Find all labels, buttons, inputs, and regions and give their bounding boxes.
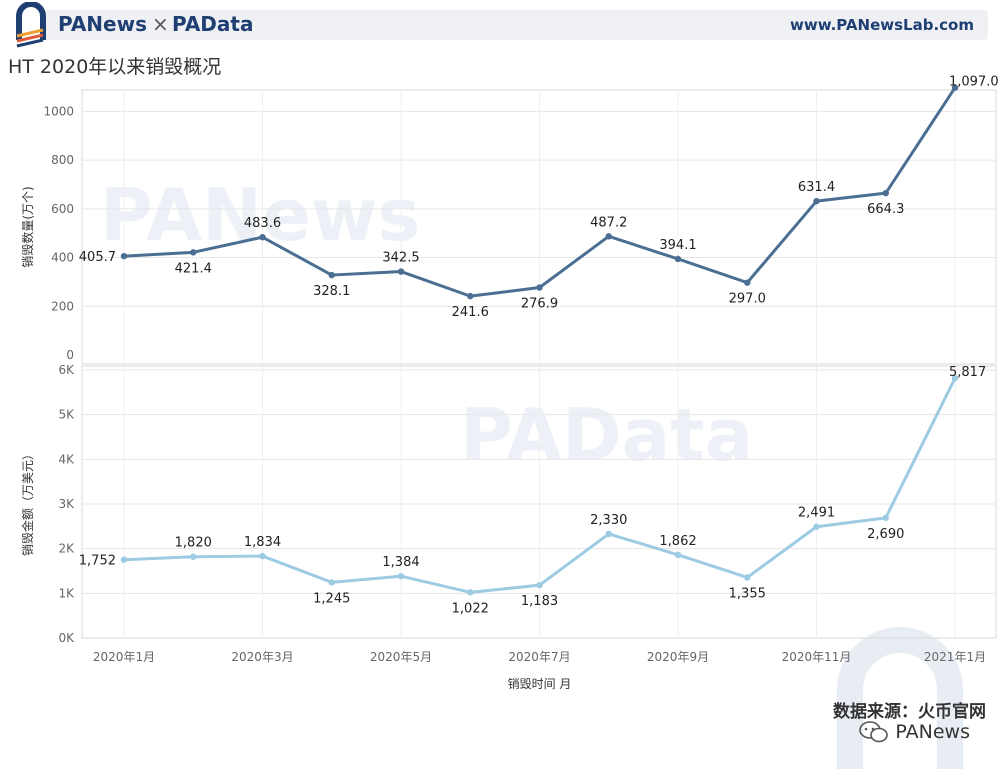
x-axis: 2020年1月 2020年3月 2020年5月 2020年7月 2020年9月 2020年… (93, 650, 986, 691)
top-y-axis-label: 销毁数量(万个) (20, 186, 35, 267)
top-y-tick-label: 600 (51, 202, 74, 216)
top-data-label: 631.4 (798, 180, 835, 195)
top-data-label: 487.2 (590, 215, 627, 230)
top-data-label: 276.9 (521, 297, 558, 312)
bottom-data-label: 2,491 (798, 506, 835, 521)
x-tick-label: 2020年11月 (782, 650, 852, 664)
bottom-data-label: 2,330 (590, 513, 627, 528)
panews-logo-icon (16, 2, 46, 48)
top-data-label: 421.4 (175, 261, 212, 276)
panel-top: 0 200 400 600 800 1000 销毁数量(万个) 405.7 421.4 483.6… (20, 75, 999, 365)
top-y-tick-label: 400 (51, 251, 74, 265)
bottom-data-label: 1,862 (659, 534, 696, 549)
bottom-data-label: 1,384 (382, 555, 419, 570)
top-y-tick-label: 200 (51, 299, 74, 313)
top-data-point (813, 197, 820, 205)
bottom-data-label: 1,022 (452, 601, 489, 616)
x-tick-label: 2020年9月 (647, 650, 709, 664)
x-tick-label: 2021年1月 (924, 650, 986, 664)
top-data-point (674, 255, 682, 263)
top-data-label: 342.5 (382, 251, 419, 266)
top-data-point (190, 249, 197, 256)
top-data-label: 483.6 (244, 216, 281, 231)
bottom-y-tick-label: 4K (58, 452, 75, 466)
top-data-point (605, 233, 612, 240)
bottom-y-tick-label: 2K (58, 542, 75, 556)
x-tick-label: 2020年3月 (231, 650, 293, 664)
top-data-point (397, 268, 405, 275)
top-data-label: 297.0 (729, 292, 766, 307)
x-axis-label: 销毁时间 月 (508, 676, 572, 691)
wechat-name: PANews (895, 721, 970, 743)
bottom-y-tick-label: 3K (58, 497, 75, 511)
bottom-data-point (190, 553, 197, 560)
brand-separator: × (152, 12, 169, 36)
bottom-data-point (259, 552, 266, 560)
watermark-padata: PAData (460, 393, 753, 477)
bottom-data-label: 1,245 (313, 591, 350, 606)
site-url: www.PANewsLab.com (790, 16, 974, 34)
bottom-y-tick-label: 5K (58, 408, 75, 422)
top-data-point (536, 284, 543, 291)
bottom-data-point (120, 556, 128, 563)
top-data-point (882, 189, 889, 197)
bottom-data-point (674, 551, 682, 559)
top-data-label: 1,097.0 (949, 75, 999, 90)
bottom-data-label: 1,355 (729, 586, 766, 601)
top-y-tick-label: 0 (66, 348, 74, 362)
brand-panews: PANews (58, 12, 147, 36)
bottom-y-tick-label: 1K (58, 586, 75, 600)
bottom-data-label: 1,820 (175, 536, 212, 551)
top-data-label: 328.1 (313, 284, 350, 299)
bottom-data-label: 1,183 (521, 594, 558, 609)
watermark-logo-icon (837, 627, 963, 769)
bottom-data-point (882, 514, 889, 522)
top-data-label: 664.3 (867, 202, 904, 217)
top-data-point (744, 279, 751, 286)
bottom-data-point (328, 579, 335, 586)
bottom-data-point (467, 589, 474, 596)
bottom-data-label: 1,752 (79, 554, 116, 569)
x-tick-label: 2020年5月 (370, 650, 432, 664)
bottom-data-point (605, 530, 612, 538)
top-data-point (259, 233, 266, 241)
bottom-data-point (397, 572, 405, 580)
bottom-data-point (951, 374, 959, 382)
top-y-tick-label: 1000 (43, 104, 74, 118)
header-banner: PANews × PAData www.PANewsLab.com (0, 0, 1000, 50)
bottom-data-label: 1,834 (244, 535, 281, 550)
top-data-label: 241.6 (452, 305, 489, 320)
bottom-data-point (813, 523, 820, 530)
header-bar (40, 10, 988, 40)
x-tick-label: 2020年7月 (508, 650, 570, 664)
top-data-point (120, 252, 128, 260)
top-data-point (328, 271, 335, 279)
top-y-tick-label: 800 (51, 153, 74, 167)
top-data-point (951, 84, 959, 91)
panel-bottom: 0K 1K 2K 3K 4K 5K 6K 销毁金额（万美元） 1,752 1,820 1,834 1,… (20, 363, 997, 645)
bottom-data-label: 2,690 (867, 527, 904, 542)
wechat-account: PANews (859, 718, 970, 746)
x-tick-label: 2020年1月 (93, 650, 155, 664)
watermark-panews: PANews (100, 173, 420, 257)
bottom-y-tick-label: 6K (58, 363, 75, 377)
top-data-label: 405.7 (79, 250, 116, 265)
bottom-y-axis-label: 销毁金额（万美元） (20, 448, 35, 556)
bottom-data-point (536, 581, 543, 589)
top-data-point (467, 292, 474, 300)
chart-title: HT 2020年以来销毁概况 (8, 56, 222, 78)
wechat-icon (859, 721, 889, 743)
source-text: 数据来源：火币官网 (833, 702, 986, 722)
top-data-label: 394.1 (659, 238, 696, 253)
brand-padata: PAData (172, 12, 254, 36)
bottom-data-point (744, 574, 751, 581)
bottom-y-tick-label: 0K (58, 631, 75, 645)
bottom-data-label: 5,817 (949, 365, 986, 380)
